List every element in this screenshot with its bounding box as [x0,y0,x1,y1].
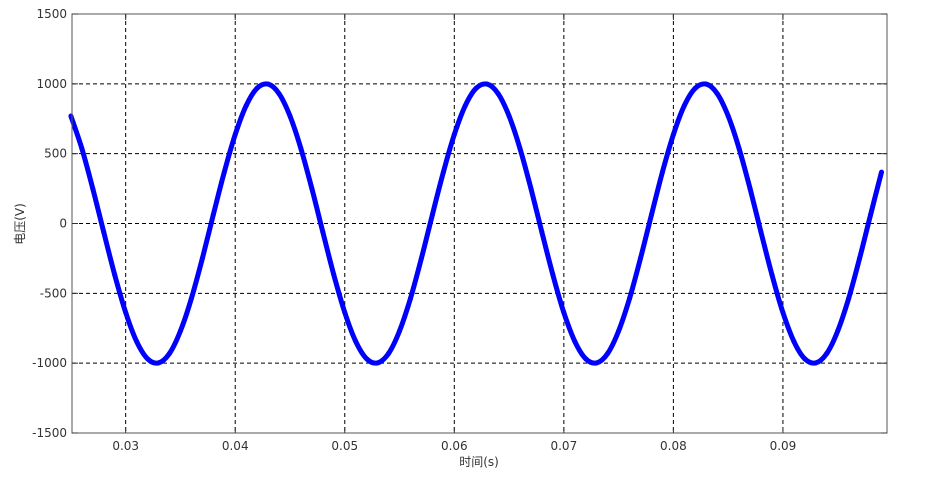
data-point [857,255,863,261]
data-point [440,169,446,175]
data-point [648,212,654,218]
data-point [429,212,435,218]
data-point [210,212,216,218]
data-point [156,360,162,366]
data-point [659,169,665,175]
data-point [79,146,85,152]
data-point [868,212,874,218]
data-point [298,146,304,152]
data-point [473,85,479,91]
data-point [145,356,151,362]
data-point [375,360,381,366]
data-point [769,272,775,278]
data-point [90,186,96,192]
data-point [199,255,205,261]
data-point [583,356,589,362]
y-tick-label: 0 [59,217,67,231]
data-point [594,360,600,366]
data-point [309,186,315,192]
y-tick-label: -1000 [32,356,67,370]
grid [72,14,887,433]
data-point [846,295,852,301]
data-point [714,91,720,97]
data-point [517,146,523,152]
data-point [221,169,227,175]
data-point [561,309,567,315]
data-point [331,272,337,278]
data-point [397,328,403,334]
x-tick-label: 0.07 [550,439,577,453]
data-point [824,350,830,356]
x-tick-label: 0.08 [660,439,687,453]
data-point [835,328,841,334]
data-point [495,91,501,97]
x-tick-label: 0.03 [112,439,139,453]
data-point [780,309,786,315]
data-point [539,229,545,235]
data-point [353,338,359,344]
x-tick-label: 0.05 [331,439,358,453]
data-point [418,255,424,261]
data-point [386,350,392,356]
data-point [813,360,819,366]
data-point [68,113,74,119]
data-point [451,132,457,138]
data-point [616,328,622,334]
data-point [112,272,118,278]
data-point [879,169,885,175]
data-point [681,103,687,109]
x-tick-label: 0.06 [441,439,468,453]
y-tick-label: 1000 [36,77,67,91]
data-point [550,272,556,278]
data-point [407,295,413,301]
series [68,81,885,366]
data-point [276,91,282,97]
data-point [123,309,129,315]
x-tick-label: 0.04 [222,439,249,453]
y-tick-label: 1500 [36,7,67,21]
data-point [627,295,633,301]
data-point [692,85,698,91]
data-point [725,113,731,119]
y-tick-label: -500 [40,286,67,300]
data-point [287,113,293,119]
data-point [758,229,764,235]
data-point [342,309,348,315]
data-point [670,132,676,138]
data-point [134,338,140,344]
data-point [254,85,260,91]
data-point [462,103,468,109]
data-point [736,146,742,152]
data-point [320,229,326,235]
data-point [101,229,107,235]
data-point [166,350,172,356]
data-point [177,328,183,334]
data-point [265,81,271,87]
ticks: 0.03 0.04 0.05 0.06 0.07 0.08 0.09 1500 1000 500 0… [32,7,887,453]
data-point [638,255,644,261]
data-point [232,132,238,138]
data-point [703,81,709,87]
data-point [528,186,534,192]
data-point [791,338,797,344]
x-axis-label: 时间(s) [459,455,499,469]
x-tick-label: 0.09 [770,439,797,453]
data-point [364,356,370,362]
data-point [802,356,808,362]
data-point [572,338,578,344]
y-tick-label: -1500 [32,426,67,440]
data-point [188,295,194,301]
y-tick-label: 500 [44,147,67,161]
data-point [243,103,249,109]
data-point [506,113,512,119]
data-point [747,186,753,192]
data-point [484,81,490,87]
data-point [605,350,611,356]
y-axis-label: 电压(V) [13,203,27,245]
